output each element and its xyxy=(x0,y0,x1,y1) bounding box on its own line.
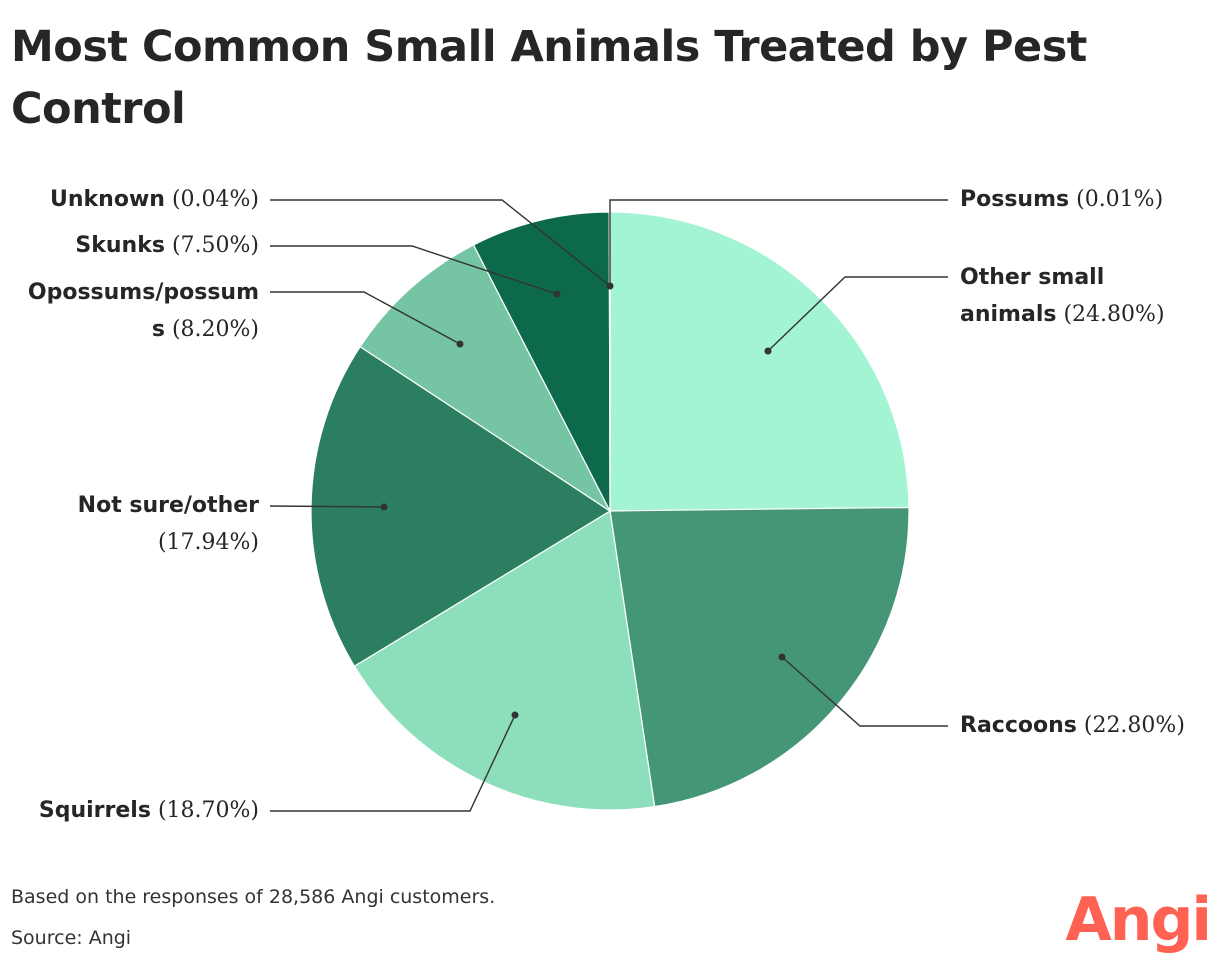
label-squirrels: Squirrels (18.70%) xyxy=(38,798,259,823)
label-other: Other small animals (24.80%) xyxy=(960,265,1165,327)
leader-skunks xyxy=(270,245,558,295)
dot-raccoons xyxy=(778,653,786,661)
label-skunks: Skunks (7.50%) xyxy=(75,233,259,258)
dot-squirrels xyxy=(511,711,519,719)
footer-note: Based on the responses of 28,586 Angi cu… xyxy=(11,886,496,908)
leader-raccoons xyxy=(781,656,948,727)
chart-title: Most Common Small Animals Treated by Pes… xyxy=(11,22,1087,134)
dot-notsure xyxy=(380,503,388,511)
angi-logo: Angi xyxy=(1065,885,1212,955)
pie-slice-raccoons xyxy=(609,506,910,808)
leader-possums xyxy=(609,199,948,286)
leader-opossums xyxy=(270,291,461,345)
leader-notsure xyxy=(269,505,385,508)
leader-unknown xyxy=(270,199,611,287)
label-opossums: Opossums/possum s (8.20%) xyxy=(27,280,259,342)
label-possums: Possums (0.01%) xyxy=(960,187,1164,212)
pie-slice-skunks xyxy=(472,211,611,512)
leader-dots xyxy=(380,282,786,719)
leader-lines xyxy=(269,199,948,812)
pie-slice-opossums-possums xyxy=(359,244,612,513)
pie-slices xyxy=(310,211,910,811)
dot-opossums xyxy=(456,340,464,348)
pie-slice-not-sure-other xyxy=(310,345,612,667)
footer-source: Source: Angi xyxy=(11,927,132,949)
label-notsure: Not sure/other (17.94%) xyxy=(77,493,259,555)
label-unknown: Unknown (0.04%) xyxy=(50,187,259,212)
dot-other xyxy=(764,347,772,355)
leader-other xyxy=(767,276,948,352)
pie-slice-other-small-animals xyxy=(609,211,910,512)
leader-squirrels xyxy=(270,714,516,812)
dot-skunks xyxy=(553,290,561,298)
label-raccoons: Raccoons (22.80%) xyxy=(960,713,1185,738)
dot-possums xyxy=(606,282,614,290)
